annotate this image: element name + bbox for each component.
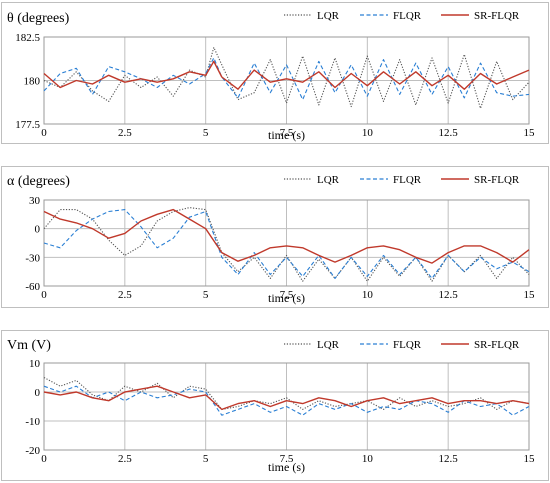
legend-label: LQR — [317, 174, 340, 186]
x-tick-label: 0 — [41, 127, 47, 139]
legend-label: FLQR — [393, 10, 422, 22]
x-tick-label: 0 — [41, 289, 47, 301]
x-tick-label: 2.5 — [118, 453, 132, 465]
x-tick-label: 2.5 — [118, 289, 132, 301]
legend-label: LQR — [317, 339, 340, 351]
x-tick-label: 12.5 — [439, 127, 459, 139]
series-line-lqr — [43, 46, 530, 109]
x-tick-label: 15 — [524, 289, 536, 301]
y-axis-label: Vm (V) — [7, 338, 51, 353]
x-tick-label: 12.5 — [439, 289, 459, 301]
x-tick-label: 15 — [524, 453, 536, 465]
x-tick-label: 7.5 — [280, 453, 294, 465]
y-tick-label: 30 — [29, 195, 41, 207]
x-tick-label: 10 — [362, 289, 374, 301]
x-tick-label: 2.5 — [118, 127, 132, 139]
legend-label: LQR — [317, 10, 340, 22]
y-axis-label: α (degrees) — [7, 174, 70, 189]
series-line-sr-flqr — [43, 385, 530, 411]
legend-label: SR-FLQR — [474, 10, 520, 22]
panel-alpha: 0 2.5 5 7.5 10 12.5 15 30 0 -30 -60 α (degrees) time… — [1, 166, 549, 308]
x-tick-label: 12.5 — [439, 453, 459, 465]
series-line-flqr — [43, 57, 530, 101]
y-tick-label: 0 — [35, 224, 41, 236]
series-line-flqr — [43, 385, 530, 416]
series-line-sr-flqr — [43, 208, 530, 264]
legend-label: SR-FLQR — [474, 339, 520, 351]
y-tick-label: 180 — [24, 76, 41, 88]
legend-label: FLQR — [393, 174, 422, 186]
x-tick-label: 10 — [362, 453, 374, 465]
series-line-lqr — [43, 377, 530, 410]
x-tick-label: 0 — [41, 453, 47, 465]
y-tick-label: 10 — [29, 358, 41, 370]
x-tick-label: 15 — [524, 127, 536, 139]
legend-label: SR-FLQR — [474, 174, 520, 186]
x-tick-label: 10 — [362, 127, 374, 139]
chart-alpha: 0 2.5 5 7.5 10 12.5 15 30 0 -30 -60 α (degrees) time… — [7, 174, 536, 305]
y-tick-label: -30 — [25, 252, 40, 264]
x-axis-label: time (s) — [268, 291, 305, 305]
y-tick-label: -60 — [25, 281, 40, 293]
x-tick-label: 5 — [203, 289, 209, 301]
x-axis-label: time (s) — [268, 128, 305, 142]
series-line-sr-flqr — [43, 60, 530, 90]
x-tick-label: 5 — [203, 127, 209, 139]
panel-theta: 0 2.5 5 7.5 10 12.5 15 177.5 180 182.5 θ (degrees)… — [1, 2, 549, 144]
chart-vm: 0 2.5 5 7.5 10 12.5 15 10 0 -10 -20 Vm (V) time (s) L… — [7, 338, 536, 474]
series-line-lqr — [43, 207, 530, 282]
legend-label: FLQR — [393, 339, 422, 351]
y-tick-label: -20 — [25, 445, 40, 457]
x-axis-label: time (s) — [268, 460, 305, 474]
x-tick-label: 7.5 — [280, 289, 294, 301]
x-tick-label: 7.5 — [280, 127, 294, 139]
chart-theta: 0 2.5 5 7.5 10 12.5 15 177.5 180 182.5 θ (degrees)… — [7, 10, 536, 142]
x-tick-label: 5 — [203, 453, 209, 465]
y-tick-label: 177.5 — [15, 119, 40, 131]
y-tick-label: 182.5 — [15, 32, 40, 44]
y-tick-label: 0 — [35, 387, 41, 399]
y-tick-label: -10 — [25, 416, 40, 428]
y-axis-label: θ (degrees) — [7, 11, 70, 26]
series-line-flqr — [43, 209, 530, 279]
panel-vm: 0 2.5 5 7.5 10 12.5 15 10 0 -10 -20 Vm (V) time (s) L… — [1, 330, 549, 481]
